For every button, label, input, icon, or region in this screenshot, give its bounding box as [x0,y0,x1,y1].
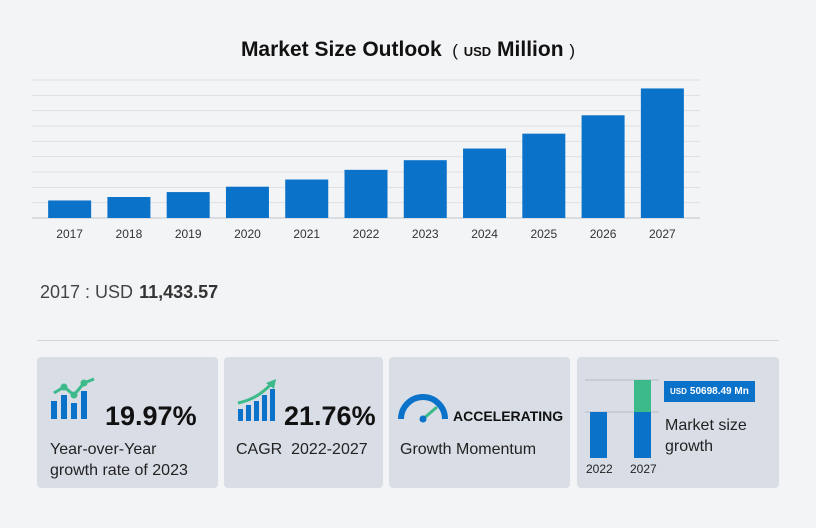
chart-title-text: Market Size Outlook [240,38,442,61]
x-tick-label-2024: 2024 [471,227,498,241]
market-growth-badge: USD 50698.49 Mn [664,381,755,402]
x-tick-label-2021: 2021 [293,227,320,241]
bar-2021 [285,179,329,218]
mini-bar-2022 [590,412,607,458]
base-year-summary: 2017 : USD 11,433.57 [40,282,218,303]
x-tick-label-2022: 2022 [353,227,380,241]
x-tick-label-2025: 2025 [530,227,557,241]
mini-year-start: 2022 [586,462,613,476]
chart-title: Market Size Outlook ( USD Million ) [0,38,816,62]
momentum-card: ACCELERATING Growth Momentum [389,357,570,488]
chart-x-ticks: 2017 2018 2019 2020 2021 2022 2023 2024 2025 2026… [56,227,676,241]
badge-unit: USD [670,387,687,396]
speedometer-icon [398,394,448,423]
trend-up-icon [237,379,276,421]
yoy-value: 19.97% [105,401,197,431]
x-tick-label-2018: 2018 [116,227,143,241]
bar-2027 [640,88,684,218]
cagr-desc: CAGR 2022-2027 [236,441,368,458]
market-desc-line1: Market size [665,417,747,434]
divider [37,340,779,341]
x-tick-label-2019: 2019 [175,227,202,241]
title-paren-open: ( [447,41,458,60]
mini-year-end: 2027 [630,462,657,476]
x-tick-label-2026: 2026 [590,227,617,241]
mini-growth-chart [585,379,659,458]
yoy-desc-line1: Year-over-Year [50,441,157,458]
title-unit: Million [497,38,564,61]
bar-2026 [581,115,625,218]
mini-bar-2027-growth [634,380,651,412]
bar-2020 [225,186,269,218]
momentum-desc: Growth Momentum [400,441,537,458]
badge-value: 50698.49 Mn [689,386,749,397]
x-tick-label-2027: 2027 [649,227,676,241]
bar-2019 [166,192,210,218]
summary-label: 2017 : USD [40,282,134,302]
summary-value: 11,433.57 [139,282,219,302]
momentum-value: ACCELERATING [453,408,564,424]
cagr-card: 21.76% CAGR 2022-2027 [224,357,383,488]
market-growth-card: 2022 2027 USD 50698.49 Mn Market size gro… [577,357,779,488]
bar-2017 [48,200,92,218]
chart-bars [48,88,684,218]
bar-2018 [107,196,151,218]
yoy-desc: Year-over-Year growth rate of 2023 [50,439,188,481]
bar-2025 [522,133,566,218]
market-desc-line2: growth [665,438,714,455]
bar-2024 [463,148,507,218]
title-paren-close: ) [569,41,576,60]
cagr-value: 21.76% [284,401,376,431]
bar-growth-icon [51,377,95,419]
title-unit-prefix: USD [463,44,492,59]
yoy-card: 19.97% Year-over-Year growth rate of 202… [37,357,218,488]
bar-2023 [403,160,447,218]
yoy-desc-line2: growth rate of 2023 [50,462,188,479]
bar-chart: 2017 2018 2019 2020 2021 2022 2023 2024 2025 2026… [32,79,700,241]
x-tick-label-2023: 2023 [412,227,439,241]
market-growth-desc: Market size growth [665,415,747,457]
bar-2022 [344,169,388,218]
mini-bar-2027-base [634,412,651,458]
x-tick-label-2017: 2017 [56,227,83,241]
x-tick-label-2020: 2020 [234,227,261,241]
